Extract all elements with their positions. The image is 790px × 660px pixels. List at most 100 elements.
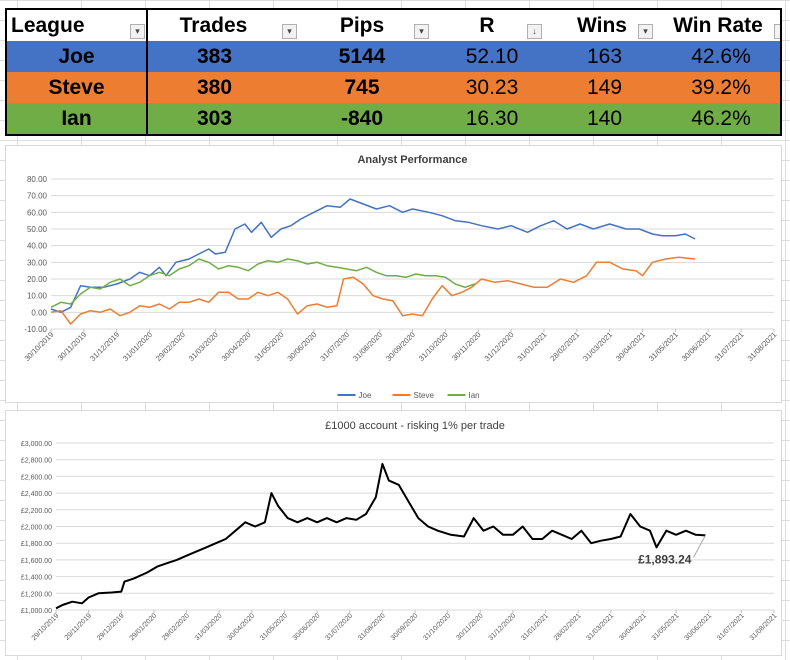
x-tick-label: 30/04/2021 — [614, 330, 647, 363]
series-line-joe — [50, 198, 696, 314]
header-win-rate: Win Rate — [673, 14, 763, 37]
y-tick-label: £1,400.00 — [21, 575, 52, 582]
win-rate-cell: 39.2% — [691, 76, 751, 99]
header-league: League Tabl — [11, 14, 85, 68]
chart-title: Analyst Performance — [357, 154, 467, 166]
x-tick-label: 30/04/2020 — [220, 330, 253, 363]
x-tick-label: 31/01/2021 — [520, 612, 550, 642]
x-tick-label: 30/06/2020 — [285, 330, 318, 363]
wins-cell: 149 — [586, 76, 623, 99]
y-tick-label: £1,200.00 — [21, 591, 52, 598]
trades-cell: 383 — [196, 45, 233, 68]
y-tick-label: £2,200.00 — [21, 508, 52, 515]
x-tick-label: 29/02/2020 — [161, 612, 191, 642]
league-table: League Tabl ▾ Trades ▾ Pips ▾ R ↓ Wins ▾… — [5, 8, 782, 136]
x-tick-label: 30/10/2019 — [23, 330, 56, 363]
x-tick-label: 31/05/2020 — [259, 612, 289, 642]
sort-descending-r-icon[interactable]: ↓ — [527, 24, 542, 39]
table-row-joe[interactable]: Joe 383 5144 52.10 163 42.6% — [7, 41, 780, 72]
analyst-performance-chart[interactable]: Analyst Performance 80.00 70.00 60.00 50.00 4… — [5, 145, 782, 403]
legend-label: Ian — [469, 391, 480, 400]
x-tick-label: 30/04/2021 — [618, 612, 648, 642]
y-tick-label: £3,000.00 — [21, 441, 52, 448]
x-tick-label: 31/03/2020 — [194, 612, 224, 642]
x-tick-label: 31/01/2020 — [121, 330, 154, 363]
y-tick-label: £2,000.00 — [21, 525, 52, 532]
x-tick-label: 31/05/2020 — [253, 330, 286, 363]
x-tick-label: 31/12/2020 — [488, 612, 518, 642]
y-tick-label: 10.00 — [27, 292, 48, 301]
x-tick-label: 31/10/2020 — [417, 330, 450, 363]
name-cell: Joe — [58, 45, 95, 68]
x-tick-label: 29/02/2020 — [154, 330, 187, 363]
wins-cell: 140 — [586, 107, 623, 130]
y-tick-label: £2,600.00 — [21, 474, 52, 481]
account-balance-chart[interactable]: £1000 account - risking 1% per trade £3,0… — [5, 410, 782, 656]
x-tick-label: 31/08/2020 — [351, 330, 384, 363]
account-balance-svg: £1000 account - risking 1% per trade £3,0… — [21, 420, 779, 642]
series-line-steve — [50, 256, 696, 325]
table-row-steve[interactable]: Steve 380 745 30.23 149 39.2% — [7, 72, 780, 103]
legend-label: Joe — [359, 391, 372, 400]
x-tick-label: 31/08/2021 — [746, 330, 779, 363]
legend-label: Steve — [414, 391, 435, 400]
series-line-ian — [50, 258, 476, 308]
win-rate-cell: 42.6% — [691, 45, 751, 68]
table-row-ian[interactable]: Ian 303 -840 16.30 140 46.2% — [7, 103, 780, 134]
filter-dropdown-winrate-icon[interactable] — [774, 24, 780, 39]
x-tick-label: 31/12/2019 — [88, 330, 121, 363]
r-cell: 30.23 — [465, 76, 519, 99]
r-cell: 52.10 — [465, 45, 519, 68]
x-tick-label: 30/09/2020 — [384, 330, 417, 363]
final-balance-label: £1,893.24 — [638, 552, 692, 566]
trades-cell: 303 — [196, 107, 233, 130]
x-tick-label: 31/08/2020 — [357, 612, 387, 642]
name-cell: Ian — [61, 107, 92, 130]
x-tick-label: 31/05/2021 — [651, 612, 681, 642]
name-cell: Steve — [48, 76, 105, 99]
x-tick-label: 31/07/2020 — [324, 612, 354, 642]
x-tick-label: 31/12/2020 — [483, 330, 516, 363]
annotation-leader — [693, 535, 706, 558]
r-cell: 16.30 — [465, 107, 519, 130]
header-trades: Trades — [179, 14, 248, 37]
table-header-row: League Tabl ▾ Trades ▾ Pips ▾ R ↓ Wins ▾… — [7, 10, 780, 68]
y-tick-label: 30.00 — [27, 258, 48, 267]
x-tick-label: 31/03/2021 — [581, 330, 614, 363]
y-tick-label: 40.00 — [27, 242, 48, 251]
filter-dropdown-pips-icon[interactable]: ▾ — [414, 24, 429, 39]
x-tick-label: 30/06/2021 — [683, 612, 713, 642]
filter-dropdown-trades-icon[interactable]: ▾ — [282, 24, 297, 39]
x-tick-label: 31/01/2021 — [515, 330, 548, 363]
y-tick-label: 80.00 — [27, 175, 48, 184]
y-tick-label: £1,000.00 — [21, 608, 52, 615]
pips-cell: 5144 — [338, 45, 386, 68]
x-tick-label: 31/05/2021 — [647, 330, 680, 363]
y-tick-label: 50.00 — [27, 225, 48, 234]
x-tick-label: 30/11/2019 — [56, 330, 89, 363]
y-tick-label: £1,800.00 — [21, 541, 52, 548]
header-r: R — [479, 14, 495, 37]
pips-cell: -840 — [340, 107, 384, 130]
x-tick-label: 29/11/2019 — [64, 612, 93, 641]
wins-cell: 163 — [586, 45, 623, 68]
chart-title: £1000 account - risking 1% per trade — [325, 420, 505, 432]
x-tick-label: 30/04/2020 — [227, 612, 257, 642]
series-line-account — [55, 462, 706, 610]
trades-cell: 380 — [196, 76, 233, 99]
x-tick-label: 30/06/2021 — [680, 330, 713, 363]
y-tick-label: 0.00 — [31, 308, 47, 317]
x-tick-label: 31/10/2020 — [422, 612, 452, 642]
y-tick-label: £2,800.00 — [21, 458, 52, 465]
y-tick-label: 70.00 — [27, 192, 48, 201]
filter-dropdown-wins-icon[interactable]: ▾ — [638, 24, 653, 39]
filter-dropdown-league-icon[interactable]: ▾ — [130, 24, 145, 39]
analyst-performance-svg: Analyst Performance 80.00 70.00 60.00 50.00 4… — [23, 154, 779, 400]
y-tick-label: 60.00 — [27, 208, 48, 217]
x-tick-label: 30/06/2020 — [292, 612, 322, 642]
x-tick-label: 31/07/2021 — [716, 612, 746, 642]
y-tick-label: -10.00 — [24, 325, 47, 334]
y-tick-label: £1,600.00 — [21, 558, 52, 565]
pips-cell: 745 — [344, 76, 380, 99]
x-tick-label: 31/07/2021 — [713, 330, 746, 363]
